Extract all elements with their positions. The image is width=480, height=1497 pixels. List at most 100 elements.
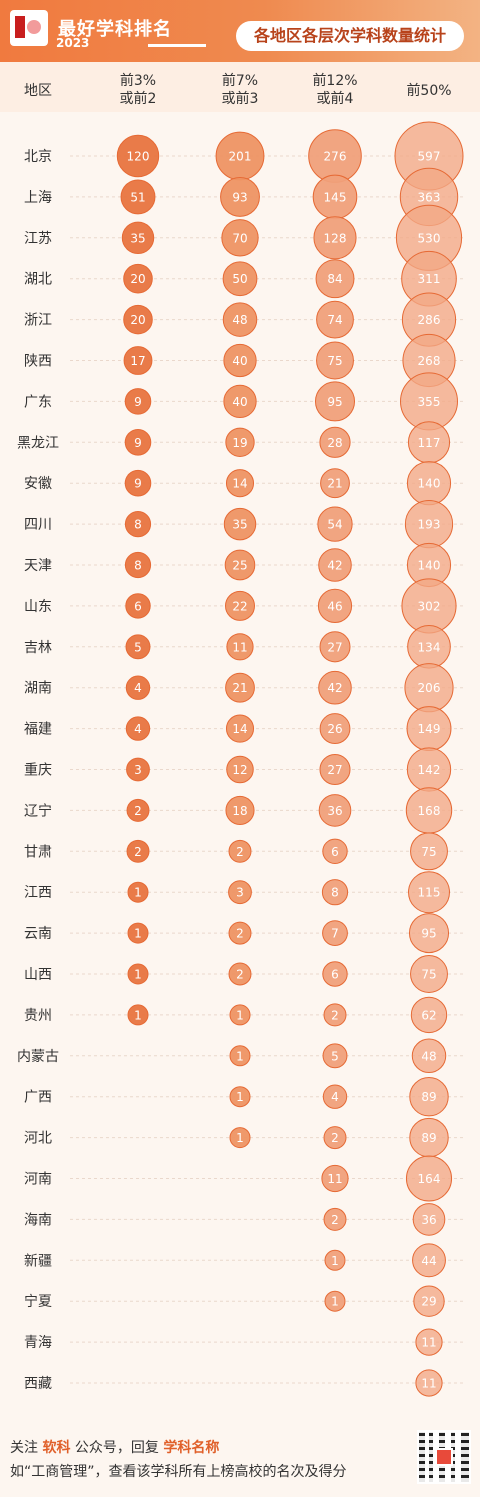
bubble-value-label: 302 <box>418 599 441 613</box>
bubble <box>228 921 252 945</box>
bubble <box>321 879 349 906</box>
region-label: 宁夏 <box>24 1293 52 1310</box>
bubble <box>415 1328 443 1356</box>
bubble <box>409 1076 449 1117</box>
bubble-value-label: 201 <box>229 150 252 164</box>
bubble <box>323 1003 347 1027</box>
column-header-tier4: 前50% <box>406 83 452 99</box>
bubble-value-label: 164 <box>418 1172 441 1186</box>
region-label: 湖南 <box>24 681 52 697</box>
bubble-value-label: 12 <box>232 763 247 777</box>
bubble <box>121 221 155 255</box>
bubble-value-label: 95 <box>327 395 342 409</box>
bubble-value-label: 6 <box>331 968 339 982</box>
bubble-value-label: 311 <box>418 272 441 286</box>
bubble <box>123 304 153 335</box>
bubble-value-label: 20 <box>130 272 145 286</box>
bubble-value-label: 1 <box>331 1295 339 1309</box>
bubble-value-label: 9 <box>134 436 142 450</box>
brand-year: 2023 <box>56 36 90 50</box>
bubble <box>318 548 352 582</box>
bubble <box>221 219 259 257</box>
bubble <box>313 216 357 260</box>
bubble-value-label: 140 <box>418 559 441 573</box>
bubble <box>410 832 448 871</box>
bubble-value-label: 6 <box>134 599 142 613</box>
bubble <box>124 388 152 415</box>
bubble <box>228 839 252 863</box>
bubble <box>220 176 260 217</box>
region-label: 山西 <box>24 967 52 983</box>
bubble-value-label: 48 <box>421 1049 436 1063</box>
bubble-value-label: 8 <box>134 559 142 573</box>
bubble <box>320 468 350 499</box>
bubble-value-label: 27 <box>327 640 342 654</box>
bubble <box>126 798 150 822</box>
bubble-value-label: 1 <box>331 1254 339 1268</box>
region-label: 吉林 <box>24 640 52 656</box>
bubble-value-label: 40 <box>232 354 247 368</box>
bubble-value-label: 11 <box>327 1172 342 1186</box>
footer-highlight-brand: 软科 <box>42 1440 71 1456</box>
region-label: 河北 <box>24 1131 52 1147</box>
bubble <box>127 881 149 903</box>
bubble <box>125 634 151 660</box>
bubble-chart: 北京上海江苏湖北浙江陕西广东黑龙江安徽四川天津山东吉林湖南福建重庆辽宁甘肃江西云… <box>17 121 465 1397</box>
bubble-value-label: 14 <box>232 477 247 491</box>
region-label: 天津 <box>24 558 52 574</box>
bubble <box>323 1126 347 1150</box>
bubble-value-label: 363 <box>418 190 441 204</box>
bubble-value-label: 18 <box>232 804 247 818</box>
bubble <box>127 922 149 944</box>
region-label: 陕西 <box>24 354 52 370</box>
bubble-value-label: 128 <box>324 231 347 245</box>
region-label: 福建 <box>24 722 52 738</box>
bubble-value-label: 42 <box>327 559 342 573</box>
region-label: 江苏 <box>24 231 52 247</box>
bubble-value-label: 8 <box>134 518 142 532</box>
bubble <box>226 755 254 784</box>
bubble <box>319 631 351 663</box>
bubble-value-label: 140 <box>418 477 441 491</box>
bubble-value-label: 11 <box>421 1377 436 1391</box>
column-header-tier1: 前3% 或前2 <box>119 73 157 107</box>
bubble-value-label: 1 <box>134 886 142 900</box>
bubble-value-label: 20 <box>130 313 145 327</box>
bubble-value-label: 44 <box>421 1254 436 1268</box>
bubble-value-label: 17 <box>130 354 145 368</box>
bubble-value-label: 145 <box>324 190 347 204</box>
bubble <box>319 753 351 786</box>
bubble <box>322 961 348 987</box>
bubble <box>410 996 448 1034</box>
bubble <box>225 427 255 457</box>
bubble-value-label: 89 <box>421 1131 436 1145</box>
bubble-value-label: 530 <box>418 231 441 245</box>
bubble <box>123 346 153 375</box>
bubble <box>229 1127 251 1149</box>
bubble-value-label: 1 <box>134 968 142 982</box>
bubble-value-label: 29 <box>421 1295 436 1309</box>
bubble-value-label: 1 <box>236 1090 244 1104</box>
bubble <box>125 675 151 700</box>
bubble-value-label: 46 <box>327 599 342 613</box>
bubble-value-label: 74 <box>327 313 342 327</box>
bubble-value-label: 8 <box>331 886 339 900</box>
bubble-value-label: 35 <box>130 231 145 245</box>
bubble <box>229 1004 251 1026</box>
bubble <box>124 510 152 538</box>
bubble <box>123 263 153 294</box>
bubble-value-label: 168 <box>418 804 441 818</box>
region-label: 贵州 <box>24 1008 52 1024</box>
bubble <box>228 880 252 905</box>
bubble-value-label: 42 <box>327 681 342 695</box>
bubble <box>116 134 160 178</box>
region-label: 西藏 <box>24 1376 52 1392</box>
bubble-value-label: 1 <box>236 1008 244 1022</box>
bubble <box>222 261 258 297</box>
bubble-value-label: 117 <box>418 436 441 450</box>
bubble-value-label: 2 <box>236 845 244 859</box>
bubble-value-label: 84 <box>327 272 342 286</box>
bubble <box>318 670 352 705</box>
region-label: 辽宁 <box>24 802 52 819</box>
region-label: 黑龙江 <box>17 435 59 451</box>
